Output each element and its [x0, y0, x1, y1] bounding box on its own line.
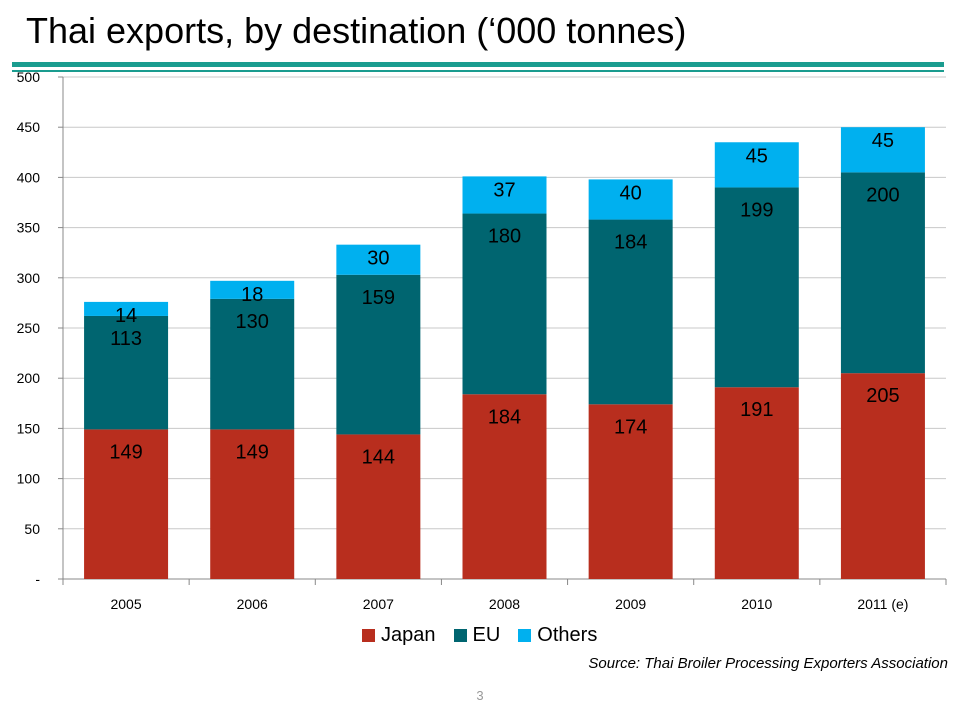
y-tick-label: 150 — [17, 420, 41, 436]
data-label: 159 — [362, 287, 395, 309]
y-tick-label: 350 — [17, 220, 41, 236]
bar-segment-japan — [210, 429, 295, 579]
data-label: 37 — [493, 179, 515, 201]
x-tick-label: 2008 — [489, 596, 520, 612]
bar-segment-others — [588, 179, 673, 220]
bar-segment-japan — [84, 429, 169, 579]
data-label: 184 — [614, 232, 647, 254]
y-tick-label: 250 — [17, 320, 41, 336]
y-tick-label: - — [35, 571, 40, 587]
data-label: 205 — [866, 385, 899, 407]
data-label: 199 — [740, 199, 773, 221]
y-tick-label: 500 — [17, 69, 41, 85]
legend-item-japan: Japan — [362, 624, 436, 647]
legend-swatch-eu — [453, 629, 467, 642]
legend-label-japan: Japan — [381, 624, 436, 646]
y-tick-label: 100 — [17, 471, 41, 487]
legend-item-others: Others — [518, 624, 597, 647]
y-tick-label: 50 — [24, 521, 40, 537]
bar-segment-japan — [714, 387, 799, 579]
data-label: 40 — [620, 182, 642, 204]
bar-segment-eu — [210, 298, 295, 430]
legend-item-eu: EU — [453, 624, 501, 647]
data-label: 144 — [362, 446, 395, 468]
bar-segment-eu — [714, 187, 799, 388]
bar-segment-others — [336, 244, 421, 275]
bar-segment-others — [84, 301, 169, 316]
data-label: 184 — [488, 406, 521, 428]
data-label: 45 — [872, 130, 894, 152]
page-number: 3 — [476, 688, 484, 703]
legend-label-others: Others — [537, 624, 598, 646]
bar-segment-japan — [840, 373, 925, 579]
y-tick-label: 400 — [17, 169, 41, 185]
data-label: 18 — [241, 284, 263, 306]
bar-segment-eu — [336, 274, 421, 435]
data-label: 45 — [746, 145, 768, 167]
x-tick-label: 2009 — [615, 596, 646, 612]
bar-segment-eu — [840, 172, 925, 374]
legend-swatch-japan — [362, 629, 375, 642]
x-tick-label: 2006 — [237, 596, 268, 612]
bar-segment-japan — [588, 404, 673, 579]
legend-label-eu: EU — [472, 624, 501, 646]
source-note: Source: Thai Broiler Processing Exporter… — [588, 655, 948, 672]
bar-segment-others — [840, 127, 925, 173]
data-label: 149 — [109, 441, 142, 463]
title-rule-thick — [12, 62, 944, 67]
x-tick-label: 2011 (e) — [857, 596, 908, 612]
legend: Japan EU Others — [362, 624, 597, 647]
x-tick-label: 2010 — [741, 596, 772, 612]
data-label: 200 — [866, 184, 899, 206]
data-label: 113 — [110, 328, 142, 350]
y-tick-label: 450 — [17, 119, 41, 135]
bar-segment-eu — [84, 315, 169, 430]
data-label: 14 — [115, 305, 137, 327]
bar-segment-others — [462, 176, 547, 214]
data-label: 149 — [236, 441, 269, 463]
bar-segment-eu — [588, 219, 673, 405]
x-tick-label: 2007 — [363, 596, 394, 612]
legend-swatch-others — [518, 629, 532, 642]
x-tick-label: 2005 — [110, 596, 141, 612]
data-label: 130 — [236, 311, 269, 333]
data-label: 30 — [367, 248, 389, 270]
chart-title: Thai exports, by destination (‘000 tonne… — [26, 10, 687, 51]
bar-segment-others — [714, 142, 799, 188]
bar-segment-japan — [336, 434, 421, 579]
data-label: 180 — [488, 226, 521, 248]
y-tick-label: 200 — [17, 370, 41, 386]
data-label: 174 — [614, 416, 647, 438]
data-label: 191 — [740, 399, 773, 421]
bar-segment-eu — [462, 213, 547, 395]
bar-segment-others — [210, 280, 295, 299]
y-tick-label: 300 — [17, 270, 41, 286]
title-rule-thin — [12, 70, 944, 72]
bar-segment-japan — [462, 394, 547, 579]
